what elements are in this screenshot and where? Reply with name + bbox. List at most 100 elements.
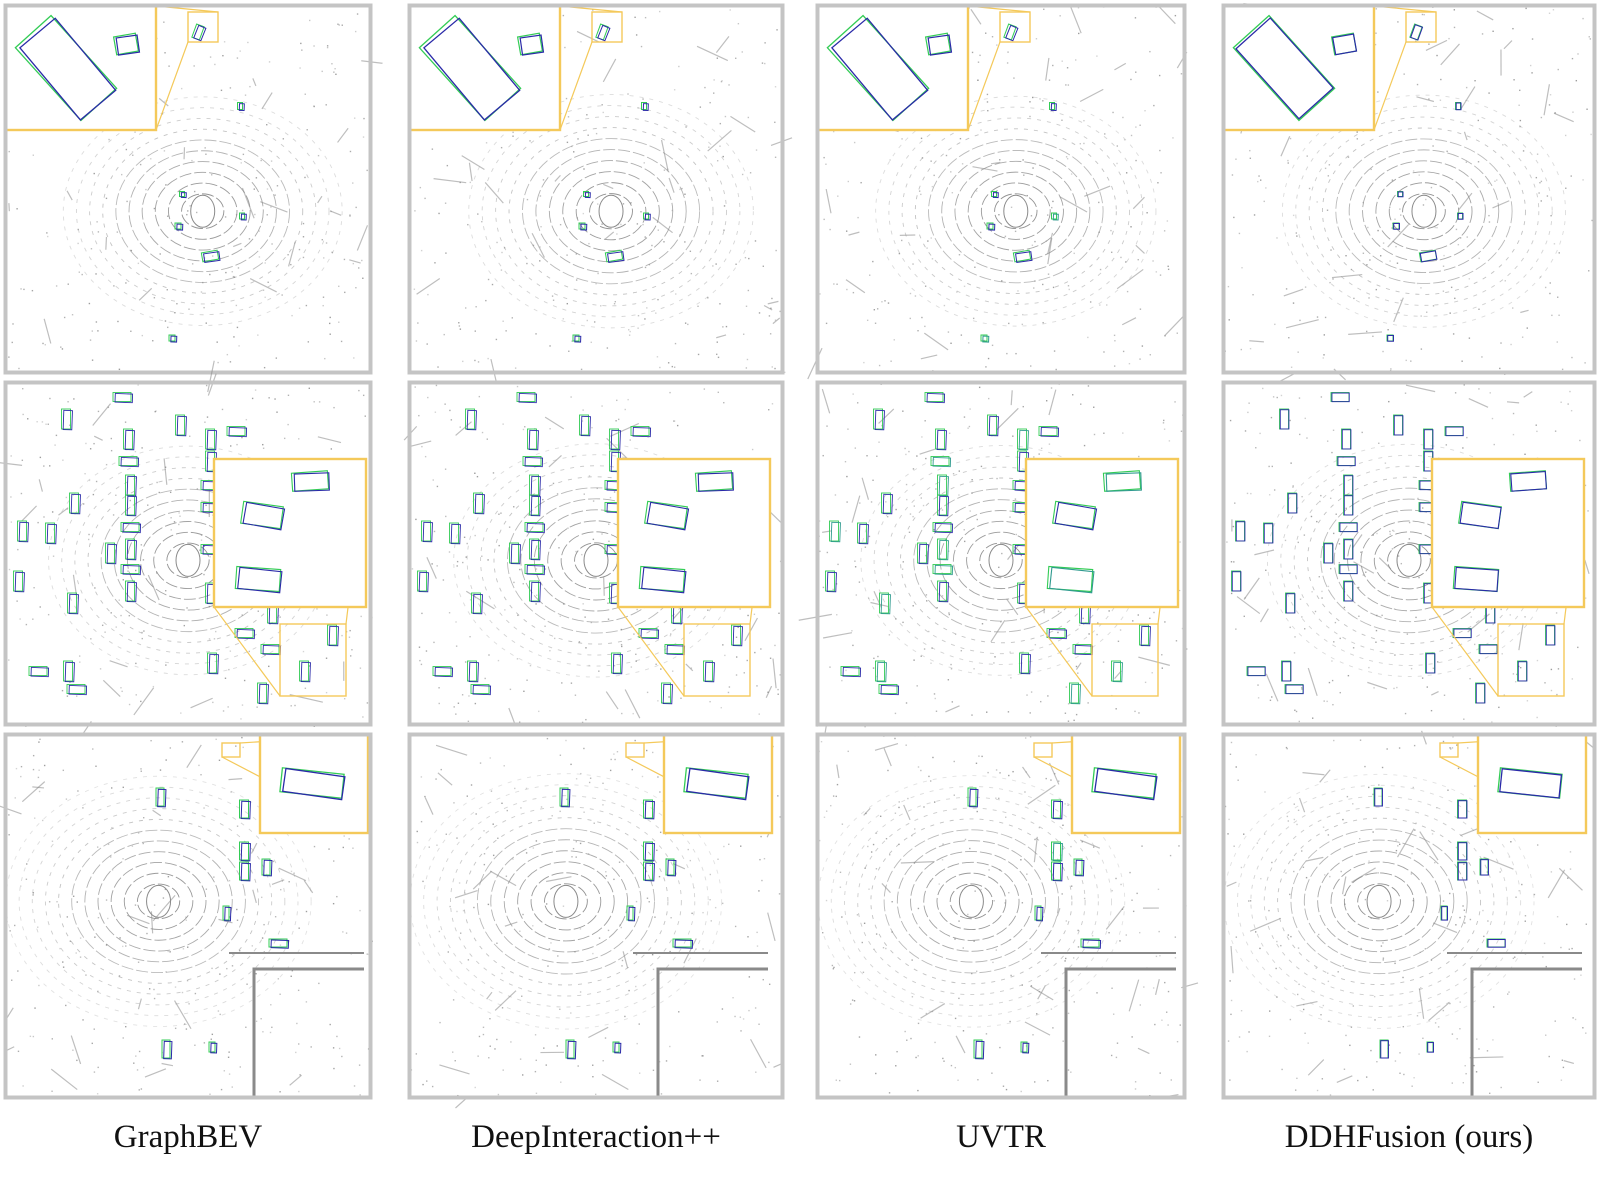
lidar-point — [339, 1048, 340, 1049]
lidar-point — [49, 398, 50, 399]
lidar-point — [593, 539, 594, 540]
lidar-point — [1065, 958, 1066, 959]
lidar-point — [906, 1040, 907, 1041]
lidar-point — [721, 81, 722, 82]
lidar-point — [992, 962, 993, 963]
lidar-point — [1070, 1071, 1071, 1072]
lidar-point — [1243, 833, 1244, 834]
lidar-point — [953, 473, 954, 474]
lidar-point — [138, 962, 139, 963]
lidar-point — [854, 142, 855, 143]
lidar-point — [659, 11, 660, 12]
lidar-point — [578, 1065, 579, 1066]
lidar-point — [493, 823, 494, 824]
lidar-point — [262, 1031, 263, 1032]
lidar-point — [1131, 900, 1132, 901]
lidar-point — [1290, 138, 1291, 139]
lidar-point — [1474, 644, 1475, 645]
lidar-point — [23, 289, 24, 290]
lidar-point — [1505, 280, 1506, 281]
lidar-point — [77, 901, 78, 902]
lidar-point — [885, 501, 886, 502]
lidar-point — [153, 686, 154, 687]
lidar-point — [579, 641, 580, 642]
lidar-point — [206, 385, 207, 386]
lidar-point — [487, 559, 488, 560]
lidar-point — [498, 660, 499, 661]
lidar-point — [181, 88, 182, 89]
lidar-point — [584, 616, 585, 617]
lidar-point — [1432, 833, 1433, 834]
lidar-point — [1447, 790, 1448, 791]
lidar-point — [474, 360, 475, 361]
lidar-point — [717, 1021, 718, 1022]
lidar-point — [1273, 396, 1274, 397]
lidar-point — [1510, 614, 1511, 615]
lidar-point — [1129, 872, 1130, 873]
lidar-point — [267, 282, 268, 283]
lidar-point — [197, 488, 198, 489]
lidar-point — [1328, 586, 1329, 587]
lidar-point — [977, 80, 978, 81]
lidar-point — [566, 799, 567, 800]
lidar-point — [1268, 910, 1269, 911]
lidar-point — [549, 948, 550, 949]
lidar-point — [921, 436, 922, 437]
lidar-point — [344, 292, 345, 293]
lidar-point — [878, 441, 879, 442]
lidar-point — [339, 24, 340, 25]
lidar-point — [752, 449, 753, 450]
lidar-point — [245, 94, 246, 95]
lidar-point — [969, 848, 970, 849]
lidar-point — [439, 931, 440, 932]
lidar-point — [921, 656, 922, 657]
lidar-point — [263, 924, 264, 925]
lidar-point — [615, 420, 616, 421]
lidar-point — [1003, 1086, 1004, 1087]
lidar-point — [740, 1017, 741, 1018]
lidar-point — [341, 341, 342, 342]
lidar-point — [167, 327, 168, 328]
lidar-point — [999, 772, 1000, 773]
lidar-point — [89, 303, 90, 304]
lidar-point — [1027, 195, 1028, 196]
lidar-point — [1042, 100, 1043, 101]
lidar-point — [1513, 79, 1514, 80]
lidar-point — [43, 516, 44, 517]
lidar-point — [1250, 900, 1251, 901]
lidar-point — [1487, 920, 1488, 921]
lidar-point — [719, 145, 720, 146]
lidar-point — [263, 448, 264, 449]
lidar-point — [526, 852, 527, 853]
lidar-point — [165, 184, 166, 185]
lidar-point — [617, 751, 618, 752]
lidar-point — [1292, 859, 1293, 860]
lidar-point — [742, 174, 743, 175]
lidar-point — [237, 57, 238, 58]
lidar-point — [150, 158, 151, 159]
lidar-point — [303, 223, 304, 224]
lidar-point — [553, 300, 554, 301]
lidar-point — [275, 916, 276, 917]
lidar-point — [777, 694, 778, 695]
lidar-point — [642, 776, 643, 777]
lidar-point — [147, 504, 148, 505]
lidar-point — [264, 367, 265, 368]
lidar-point — [143, 817, 144, 818]
lidar-point — [826, 425, 827, 426]
lidar-point — [850, 1064, 851, 1065]
lidar-point — [264, 655, 265, 656]
lidar-point — [571, 682, 572, 683]
lidar-point — [70, 941, 71, 942]
lidar-point — [1436, 55, 1437, 56]
lidar-point — [1367, 227, 1368, 228]
lidar-point — [684, 194, 685, 195]
lidar-point — [1456, 1038, 1457, 1039]
zoom-inset — [664, 735, 772, 833]
lidar-point — [954, 938, 955, 939]
lidar-point — [894, 339, 895, 340]
lidar-point — [43, 465, 44, 466]
lidar-point — [1030, 948, 1031, 949]
lidar-point — [1159, 75, 1160, 76]
lidar-point — [1013, 77, 1014, 78]
